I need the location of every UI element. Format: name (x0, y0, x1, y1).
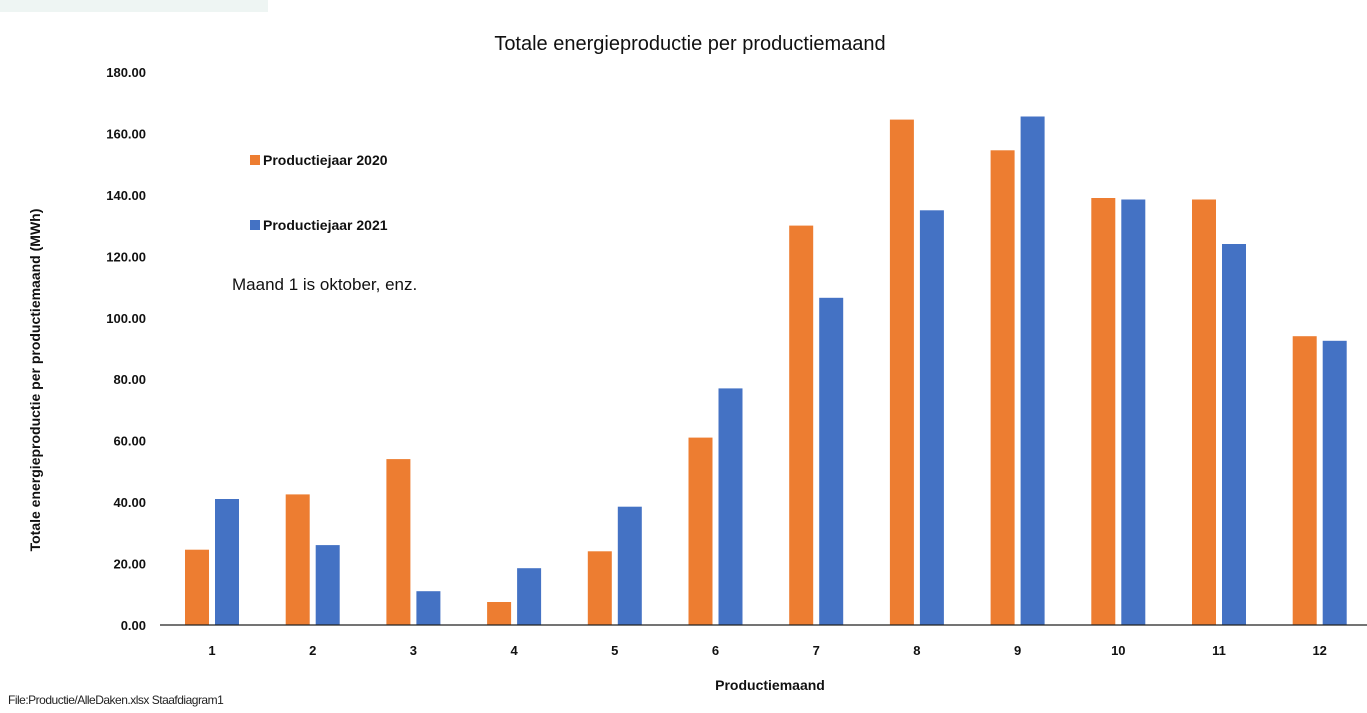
bar-2021-month-2 (315, 545, 340, 625)
bar-2020-month-5 (587, 551, 612, 625)
chart-title: Totale energieproductie per productiemaa… (494, 33, 885, 55)
bar-2021-month-12 (1322, 340, 1347, 625)
x-tick-label: 2 (309, 643, 316, 658)
bar-2020-month-12 (1292, 336, 1317, 625)
y-tick-label: 40.00 (113, 495, 146, 510)
x-tick-label: 7 (813, 643, 820, 658)
bar-2020-month-6 (688, 437, 713, 625)
y-tick-label: 160.00 (106, 126, 146, 141)
x-tick-label: 11 (1212, 643, 1226, 658)
x-tick-label: 10 (1111, 643, 1125, 658)
bar-2020-month-2 (285, 494, 310, 625)
top-left-strip (0, 0, 268, 12)
bar-2021-month-1 (215, 499, 239, 625)
bar-2021-month-6 (718, 388, 743, 625)
x-axis-title: Productiemaand (715, 677, 825, 693)
bar-2021-month-9 (1020, 116, 1045, 625)
bar-2021-month-10 (1121, 199, 1146, 625)
bar-2021-month-4 (517, 568, 542, 625)
x-tick-label: 6 (712, 643, 719, 658)
file-caption: File:Productie/AlleDaken.xlsx Staafdiagr… (8, 693, 224, 707)
bar-2020-month-11 (1192, 199, 1216, 625)
bar-2021-month-11 (1222, 244, 1246, 625)
bar-2020-month-4 (487, 602, 512, 625)
bar-2020-month-8 (889, 119, 914, 625)
y-tick-label: 60.00 (113, 434, 146, 449)
y-tick-label: 80.00 (113, 372, 146, 387)
x-tick-label: 4 (510, 643, 518, 658)
legend: Productiejaar 2020 Productiejaar 2021 (250, 152, 388, 233)
legend-swatch-2021 (250, 220, 260, 230)
bar-2020-month-10 (1091, 198, 1116, 625)
legend-label-2020: Productiejaar 2020 (263, 152, 388, 168)
x-tick-label: 9 (1014, 643, 1021, 658)
bar-2020-month-1 (185, 549, 209, 625)
bar-2020-month-9 (990, 150, 1015, 626)
x-tick-label: 12 (1312, 643, 1326, 658)
y-tick-label: 100.00 (106, 311, 146, 326)
bar-2021-month-3 (416, 591, 441, 625)
x-tick-label: 1 (208, 643, 215, 658)
y-tick-label: 180.00 (106, 65, 146, 80)
bar-2021-month-5 (617, 506, 642, 625)
bar-2021-month-7 (819, 297, 844, 625)
bar-2021-month-8 (919, 210, 944, 626)
y-axis-title: Totale energieproductie per productiemaa… (27, 209, 43, 552)
y-tick-label: 20.00 (113, 557, 146, 572)
y-tick-label: 0.00 (121, 618, 146, 633)
y-tick-label: 120.00 (106, 249, 146, 264)
legend-label-2021: Productiejaar 2021 (263, 217, 388, 233)
y-tick-label: 140.00 (106, 188, 146, 203)
bar-2020-month-3 (386, 459, 411, 625)
chart-annotation: Maand 1 is oktober, enz. (232, 275, 417, 294)
bar-2020-month-7 (789, 225, 814, 625)
x-tick-label: 8 (913, 643, 920, 658)
x-tick-label: 5 (611, 643, 618, 658)
legend-swatch-2020 (250, 155, 260, 165)
x-tick-label: 3 (410, 643, 417, 658)
